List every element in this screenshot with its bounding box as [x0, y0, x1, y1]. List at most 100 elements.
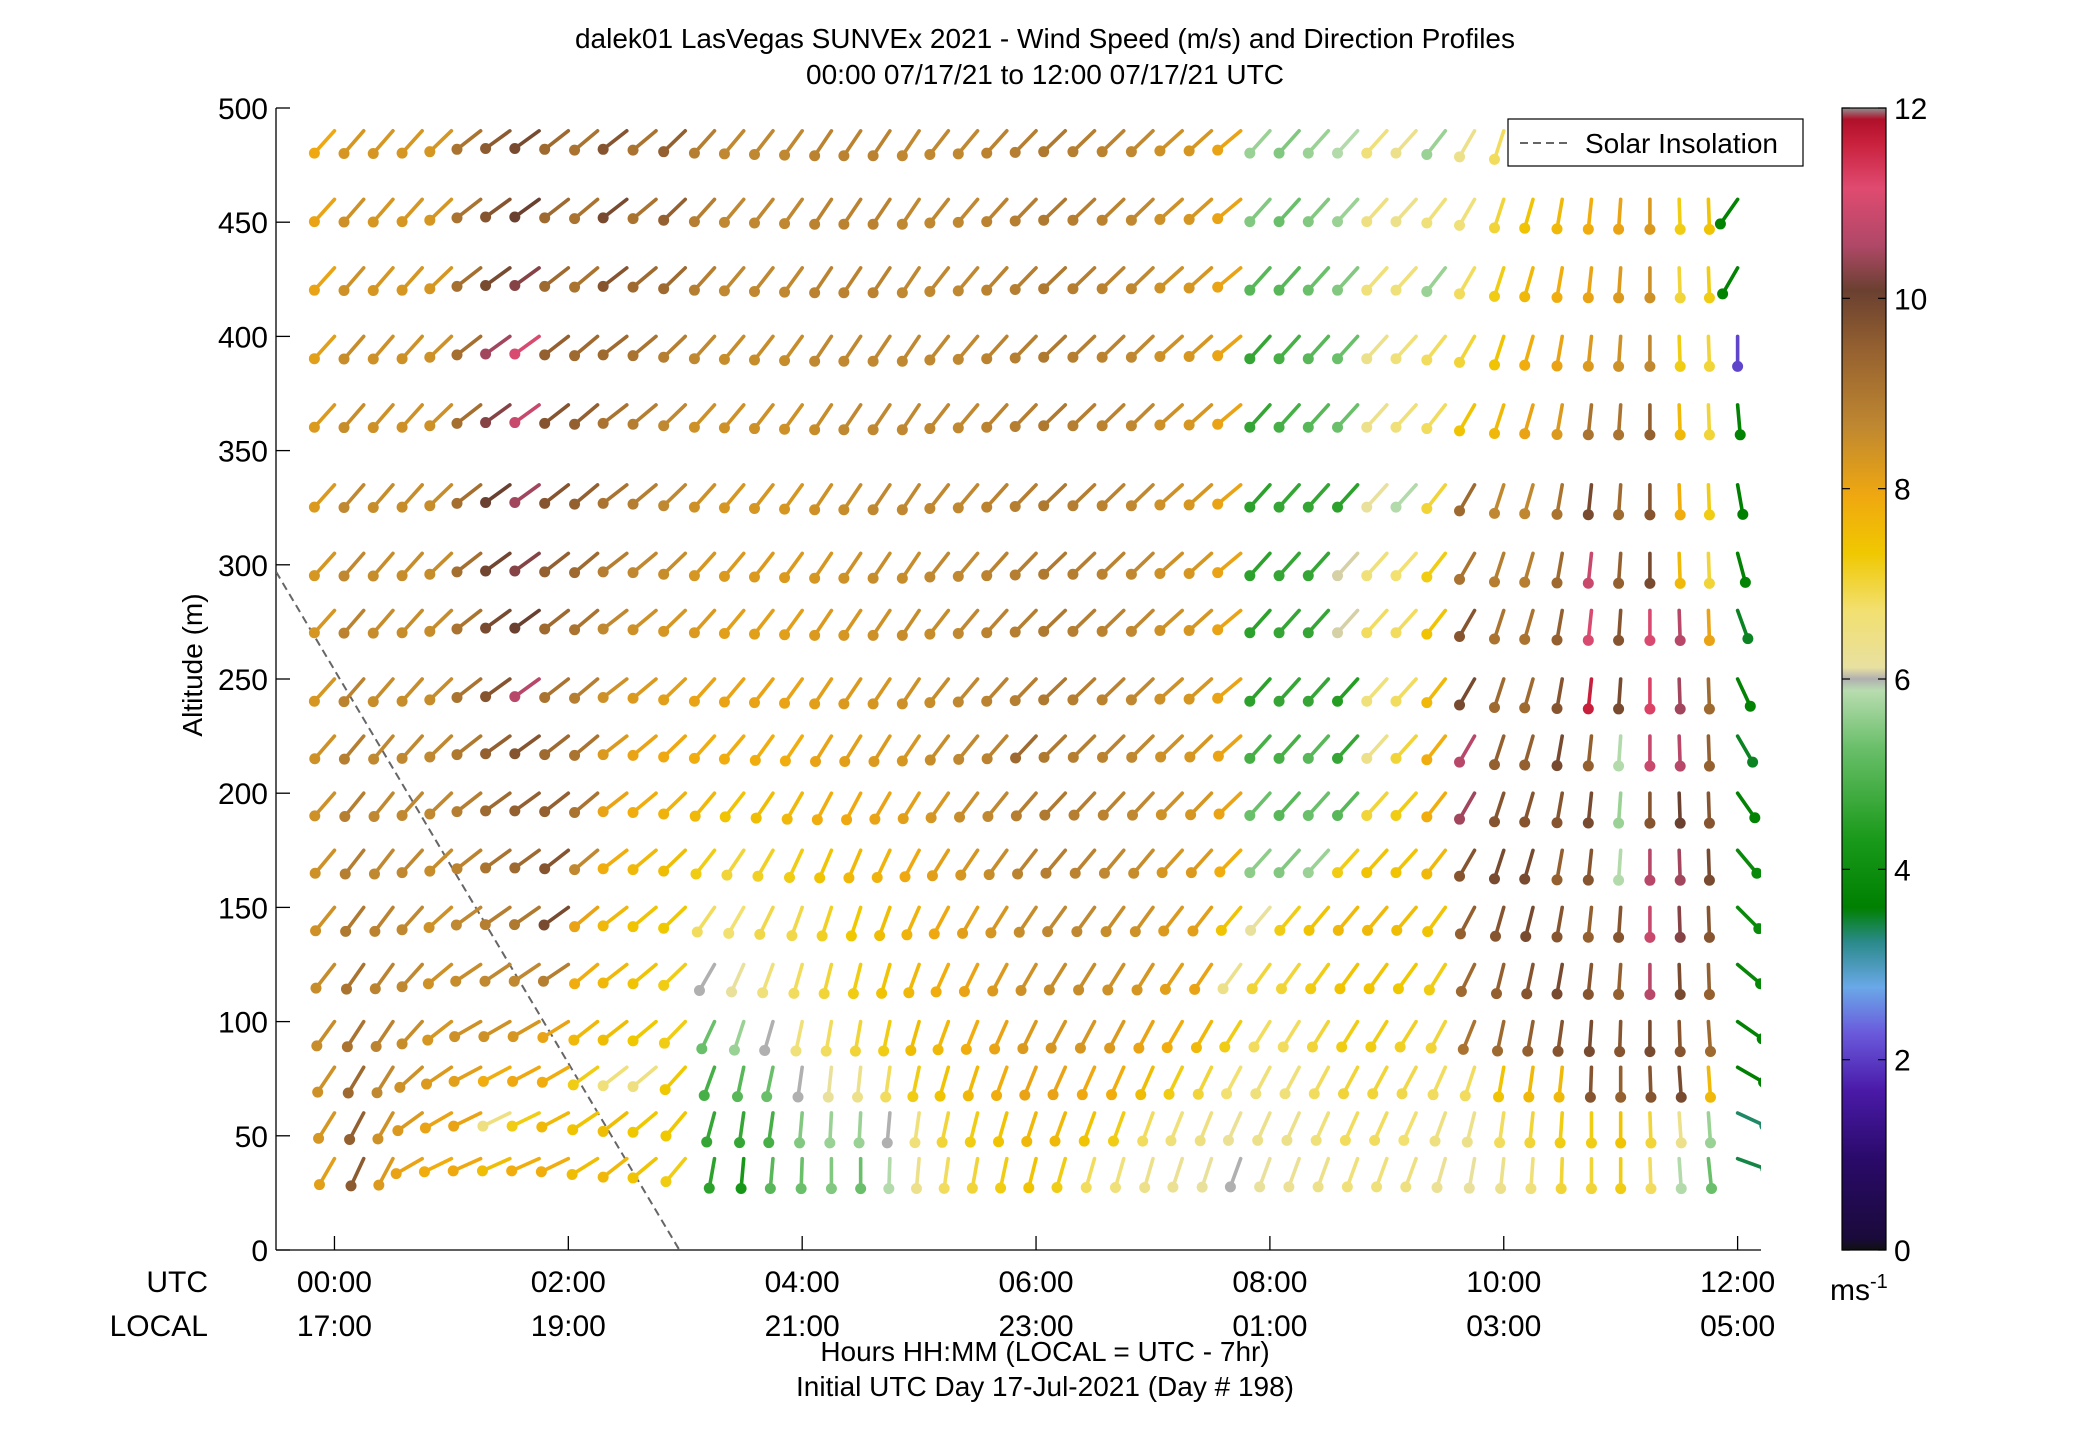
wind-barb	[313, 1111, 337, 1144]
wind-barb-head	[480, 280, 492, 292]
wind-barb	[447, 1156, 483, 1177]
wind-barb	[1717, 266, 1740, 300]
wind-barb	[688, 403, 717, 433]
wind-barb-head	[1703, 634, 1715, 646]
wind-barb	[1390, 791, 1418, 821]
wind-barb	[569, 551, 600, 579]
wind-barb	[795, 1156, 807, 1195]
wind-barb-head	[1131, 984, 1143, 996]
wind-barb-head	[509, 211, 521, 223]
wind-barb-head	[424, 500, 436, 512]
wind-barb	[597, 848, 629, 875]
wind-barb	[424, 551, 454, 580]
wind-barb-head	[1744, 700, 1756, 712]
wind-barb-head	[1421, 217, 1433, 229]
wind-barb-head	[688, 695, 700, 707]
wind-barb-head	[507, 1031, 519, 1043]
wind-barb-head	[1674, 509, 1686, 521]
wind-barb	[761, 1065, 775, 1103]
wind-barb-head	[1244, 501, 1256, 513]
wind-barb-head	[1454, 505, 1466, 517]
wind-barb	[658, 197, 688, 226]
wind-barb-head	[1009, 500, 1021, 512]
wind-barb	[924, 608, 951, 640]
wind-barb	[313, 1156, 337, 1191]
wind-barb	[839, 734, 863, 768]
wind-barb-head	[1067, 751, 1079, 763]
wind-barb	[1312, 1156, 1331, 1193]
wind-barb-shaft	[1735, 1156, 1761, 1170]
wind-barb-head	[569, 921, 581, 933]
wind-barb	[1582, 962, 1594, 1000]
wind-barb-head	[1254, 1181, 1266, 1193]
wind-barb-head	[1213, 808, 1225, 820]
wind-barb-head	[1421, 697, 1433, 709]
wind-barb	[597, 551, 629, 578]
wind-barb	[734, 1111, 746, 1149]
wind-barb-head	[597, 1080, 609, 1092]
wind-barb	[1219, 1019, 1243, 1053]
wind-barb-head	[1190, 1042, 1202, 1054]
wind-barb-head	[1495, 1182, 1507, 1194]
wind-barb-head	[932, 1044, 944, 1056]
wind-barb	[1454, 905, 1477, 940]
wind-barb-head	[1361, 570, 1373, 582]
wind-barb-head	[480, 691, 492, 703]
wind-barb-head	[369, 925, 381, 937]
wind-barb	[1519, 608, 1535, 645]
wind-barb-head	[1519, 759, 1531, 771]
wind-barb-head	[748, 354, 760, 366]
wind-barb	[539, 734, 571, 761]
wind-barb	[867, 403, 892, 436]
wind-barb	[1244, 734, 1272, 764]
wind-barb-head	[396, 981, 408, 993]
wind-barb	[1488, 197, 1506, 234]
wind-barb-head	[1273, 421, 1285, 433]
wind-barb	[1279, 1065, 1301, 1100]
wind-barb	[1674, 677, 1686, 715]
wind-barb-head	[781, 813, 793, 825]
wind-barb-head	[1644, 931, 1656, 943]
wind-barb	[1038, 403, 1068, 432]
wind-barb	[1155, 791, 1185, 821]
wind-barb-head	[748, 286, 760, 298]
wind-barb	[1398, 1111, 1418, 1146]
wind-barb	[1490, 962, 1506, 1000]
wind-barb	[1522, 1019, 1535, 1057]
wind-barb	[748, 197, 775, 229]
wind-barb	[1302, 848, 1331, 879]
wind-barb-head	[1047, 1089, 1059, 1101]
wind-barb-head	[838, 572, 850, 584]
wind-barb-head	[658, 751, 670, 763]
wind-barb	[1390, 129, 1418, 159]
wind-barb-head	[1332, 421, 1344, 433]
wind-barb-head	[820, 1045, 832, 1057]
wind-barb	[627, 1065, 658, 1093]
wind-barb	[1555, 1156, 1567, 1195]
wind-barb-head	[308, 627, 320, 639]
colorbar-unit-base: ms	[1830, 1274, 1870, 1307]
wind-barb	[1551, 905, 1565, 943]
wind-barb	[781, 791, 804, 825]
wind-barb-head	[507, 1075, 519, 1087]
wind-barb	[1361, 483, 1389, 513]
wind-barb	[308, 551, 337, 582]
wind-barb-head	[897, 813, 909, 825]
wind-barb	[924, 197, 951, 229]
wind-barb	[1582, 266, 1594, 304]
wind-barb-head	[867, 698, 879, 710]
wind-barb-head	[1551, 428, 1563, 440]
wind-barb-head	[448, 1075, 460, 1087]
wind-barb	[954, 791, 980, 823]
wind-barb-head	[480, 622, 492, 634]
wind-barb	[396, 403, 424, 433]
wind-barb-head	[1391, 924, 1403, 936]
x-tick-label-local: 03:00	[1466, 1310, 1541, 1343]
wind-barb-head	[718, 627, 730, 639]
wind-barb	[1644, 403, 1656, 441]
wind-barb-head	[981, 753, 993, 765]
wind-barb-head	[1303, 924, 1315, 936]
wind-barb	[1675, 1111, 1687, 1149]
utc-row-label: UTC	[146, 1266, 208, 1299]
wind-barb	[451, 677, 483, 703]
